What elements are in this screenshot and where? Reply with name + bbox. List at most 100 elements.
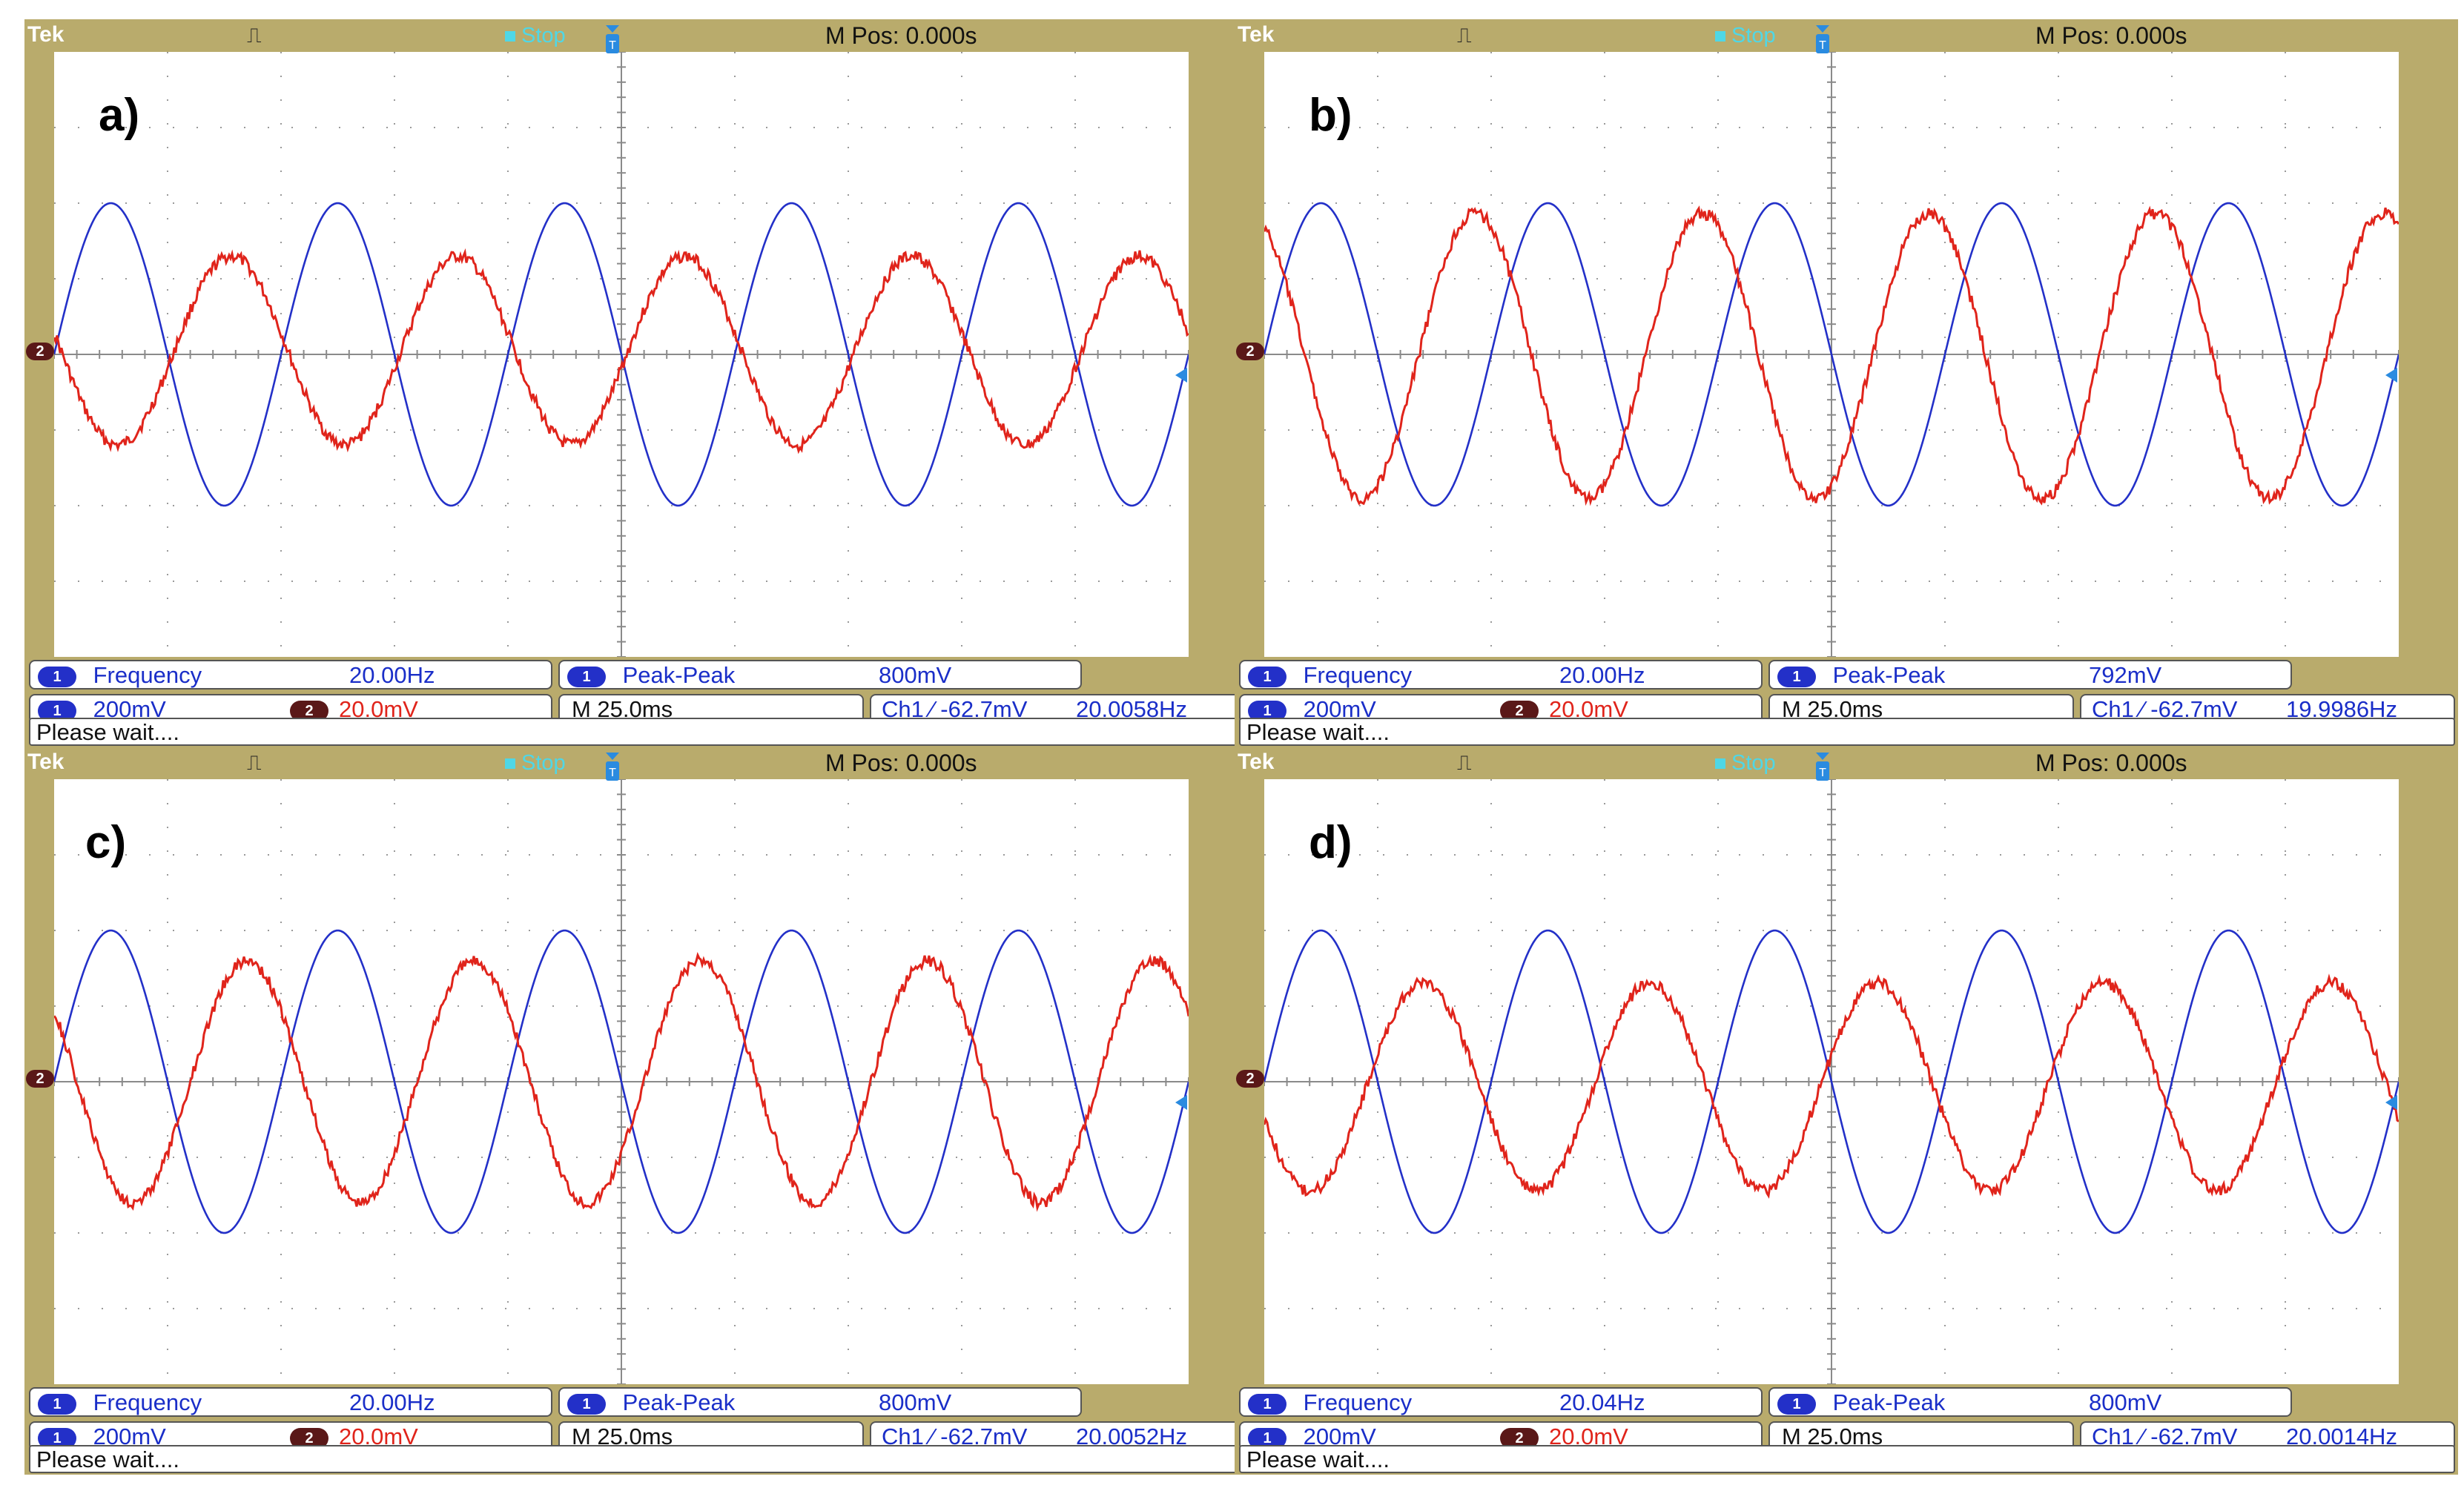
- scope-top-bar: Tek ⎍ Stop M Pos: 0.000s: [1235, 19, 2458, 52]
- trigger-type-icon: ⎍: [1457, 24, 1472, 47]
- scope-panel-3: Tek ⎍ Stop M Pos: 0.000s c) T 2 1 Freque…: [24, 747, 1248, 1475]
- ch1-waveform: [1264, 929, 2399, 1234]
- svg-text:T: T: [1819, 39, 1826, 52]
- horizontal-position: M Pos: 0.000s: [2035, 22, 2187, 49]
- horizontal-position: M Pos: 0.000s: [825, 22, 977, 49]
- trigger-position-marker-icon: T: [606, 25, 619, 53]
- measurement-name: Peak-Peak: [622, 1389, 736, 1415]
- trigger-type-icon: ⎍: [247, 751, 262, 774]
- message-bar: Please wait....: [1239, 1445, 2455, 1473]
- status-label: Stop: [521, 751, 566, 775]
- waveform-screen: b): [1264, 52, 2399, 657]
- status-message: Please wait....: [36, 719, 179, 745]
- ch2-ground-marker-icon: 2: [26, 343, 54, 360]
- measurement-frequency[interactable]: 1 Frequency 20.00Hz: [29, 660, 552, 690]
- trigger-position-marker-icon: T: [1816, 25, 1829, 53]
- ch1-waveform: [54, 929, 1189, 1234]
- measurement-frequency[interactable]: 1 Frequency 20.04Hz: [1239, 1387, 1763, 1417]
- measurement-peak-peak[interactable]: 1 Peak-Peak 792mV: [1768, 660, 2292, 690]
- acquisition-status: Stop: [505, 751, 566, 776]
- status-dot-icon: [505, 758, 515, 770]
- measurement-name: Peak-Peak: [622, 662, 736, 688]
- measurement-name: Frequency: [93, 1389, 202, 1415]
- measurement-value: 20.00Hz: [349, 1389, 435, 1415]
- ch1-waveform: [1264, 202, 2399, 507]
- measurement-value: 800mV: [879, 1389, 952, 1415]
- ch1-badge-icon: 1: [567, 666, 606, 687]
- ch2-waveform: [1264, 205, 2399, 506]
- trigger-level-arrow-icon: [1175, 368, 1187, 383]
- status-message: Please wait....: [36, 1446, 179, 1472]
- brand-label: Tek: [1238, 750, 1275, 774]
- measurement-value: 792mV: [2089, 662, 2162, 688]
- waveform-screen: c): [54, 779, 1189, 1384]
- waveform-screen: a): [54, 52, 1189, 657]
- brand-label: Tek: [27, 750, 65, 774]
- acquisition-status: Stop: [505, 24, 566, 48]
- ch1-badge-icon: 1: [1777, 666, 1816, 687]
- measurement-value: 800mV: [879, 662, 952, 688]
- ch1-badge-icon: 1: [38, 666, 76, 687]
- ch2-waveform: [54, 248, 1189, 454]
- waveform-plot: [54, 779, 1189, 1384]
- panel-label: b): [1309, 90, 1352, 141]
- measurement-value: 20.00Hz: [349, 662, 435, 688]
- ch2-waveform: [54, 952, 1189, 1212]
- measurement-value: 20.00Hz: [1559, 662, 1645, 688]
- measurement-name: Frequency: [93, 662, 202, 688]
- status-label: Stop: [1731, 751, 1776, 775]
- status-label: Stop: [1731, 24, 1776, 47]
- acquisition-status: Stop: [1715, 751, 1776, 776]
- svg-text:T: T: [1819, 767, 1826, 779]
- scope-top-bar: Tek ⎍ Stop M Pos: 0.000s: [24, 747, 1248, 779]
- scope-panel-1: Tek ⎍ Stop M Pos: 0.000s a) T 2 1 Freque…: [24, 19, 1248, 747]
- message-bar: Please wait....: [29, 718, 1245, 746]
- scope-top-bar: Tek ⎍ Stop M Pos: 0.000s: [1235, 747, 2458, 779]
- message-bar: Please wait....: [1239, 718, 2455, 746]
- trigger-position-marker-icon: T: [606, 753, 619, 781]
- status-message: Please wait....: [1246, 1446, 1390, 1472]
- trigger-type-icon: ⎍: [1457, 751, 1472, 774]
- ch2-ground-marker-icon: 2: [1236, 1070, 1264, 1088]
- measurement-frequency[interactable]: 1 Frequency 20.00Hz: [1239, 660, 1763, 690]
- trigger-position-marker-icon: T: [1816, 753, 1829, 781]
- measurement-name: Frequency: [1303, 1389, 1413, 1415]
- ch1-badge-icon: 1: [1777, 1393, 1816, 1415]
- panel-label: c): [85, 817, 127, 868]
- scope-panel-4: Tek ⎍ Stop M Pos: 0.000s d) T 2 1 Freque…: [1235, 747, 2458, 1475]
- status-dot-icon: [505, 31, 515, 42]
- measurement-frequency[interactable]: 1 Frequency 20.00Hz: [29, 1387, 552, 1417]
- ch1-badge-icon: 1: [567, 1393, 606, 1415]
- svg-text:T: T: [609, 767, 616, 779]
- ch1-badge-icon: 1: [38, 1393, 76, 1415]
- ch1-waveform: [54, 202, 1189, 507]
- svg-text:T: T: [609, 39, 616, 52]
- ch1-badge-icon: 1: [1248, 1393, 1287, 1415]
- message-bar: Please wait....: [29, 1445, 1245, 1473]
- measurement-value: 20.04Hz: [1559, 1389, 1645, 1415]
- measurement-peak-peak[interactable]: 1 Peak-Peak 800mV: [1768, 1387, 2292, 1417]
- panel-label: a): [99, 90, 140, 141]
- horizontal-position: M Pos: 0.000s: [825, 750, 977, 776]
- ch2-ground-marker-icon: 2: [26, 1070, 54, 1088]
- measurement-peak-peak[interactable]: 1 Peak-Peak 800mV: [558, 1387, 1082, 1417]
- trigger-readout[interactable]: Ch1 ⁄ -62.7mV 19.9986Hz: [2080, 694, 2455, 724]
- horizontal-position: M Pos: 0.000s: [2035, 750, 2187, 776]
- status-label: Stop: [521, 24, 566, 47]
- panel-label: d): [1309, 817, 1352, 868]
- status-message: Please wait....: [1246, 719, 1390, 745]
- measurement-value: 800mV: [2089, 1389, 2162, 1415]
- status-dot-icon: [1715, 758, 1725, 770]
- measurement-name: Peak-Peak: [1832, 662, 1946, 688]
- measurement-name: Frequency: [1303, 662, 1413, 688]
- measurement-peak-peak[interactable]: 1 Peak-Peak 800mV: [558, 660, 1082, 690]
- waveform-plot: [1264, 52, 2399, 657]
- trigger-level-arrow-icon: [2385, 368, 2397, 383]
- brand-label: Tek: [27, 22, 65, 47]
- scope-top-bar: Tek ⎍ Stop M Pos: 0.000s: [24, 19, 1248, 52]
- trigger-type-icon: ⎍: [247, 24, 262, 47]
- scope-panel-2: Tek ⎍ Stop M Pos: 0.000s b) T 2 1 Freque…: [1235, 19, 2458, 747]
- ch1-badge-icon: 1: [1248, 666, 1287, 687]
- brand-label: Tek: [1238, 22, 1275, 47]
